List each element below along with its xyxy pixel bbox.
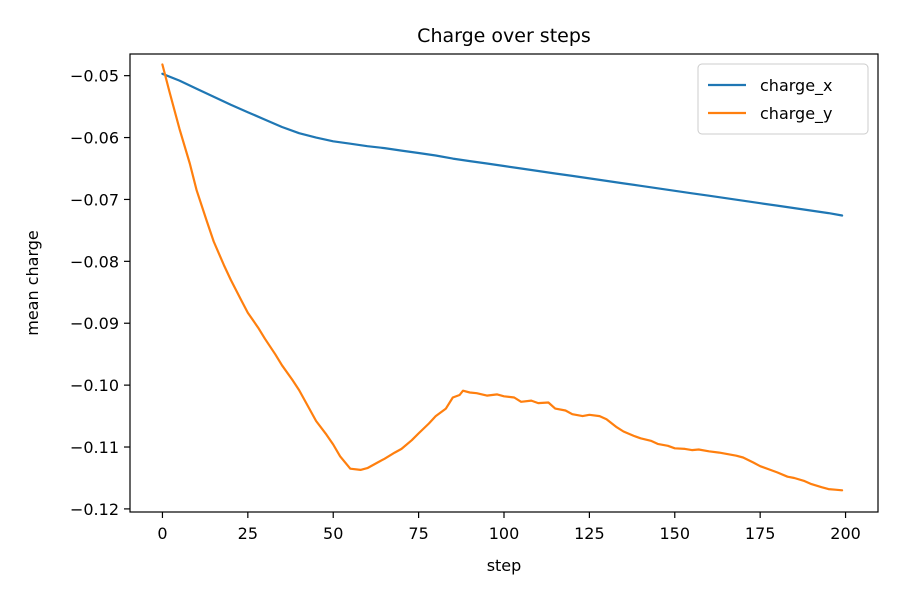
y-tick-label: −0.09 [70, 314, 119, 333]
legend: charge_x charge_y [697, 63, 869, 135]
legend-label-charge_x: charge_x [760, 76, 833, 96]
x-axis-label: step [487, 556, 522, 575]
legend-box [697, 63, 869, 135]
y-tick-label: −0.07 [70, 190, 119, 209]
series-line-charge_y [161, 63, 844, 492]
y-tick-label: −0.12 [70, 500, 119, 519]
x-tick-label: 100 [489, 524, 520, 543]
x-tick-label: 125 [574, 524, 605, 543]
x-tick-label: 200 [830, 524, 861, 543]
x-tick-label: 0 [157, 524, 167, 543]
chart-title: Charge over steps [417, 25, 591, 47]
y-tick-label: −0.11 [70, 438, 119, 457]
x-tick-label: 150 [660, 524, 691, 543]
y-tick-label: −0.06 [70, 129, 119, 148]
series-layer [161, 63, 844, 492]
x-tick-label: 75 [408, 524, 428, 543]
y-tick-label: −0.05 [70, 67, 119, 86]
series-line-charge_x [161, 72, 844, 217]
legend-label-charge_y: charge_y [760, 104, 833, 124]
x-tick-label: 50 [323, 524, 343, 543]
x-tick-label: 175 [745, 524, 776, 543]
x-axis: 0 25 50 75 100 125 150 175 200 [157, 512, 861, 543]
y-tick-label: −0.10 [70, 376, 119, 395]
y-axis-label: mean charge [23, 230, 42, 336]
x-tick-label: 25 [238, 524, 258, 543]
y-tick-label: −0.08 [70, 252, 119, 271]
y-axis: −0.05 −0.06 −0.07 −0.08 −0.09 −0.10 −0.11 −0.12 [70, 67, 130, 519]
